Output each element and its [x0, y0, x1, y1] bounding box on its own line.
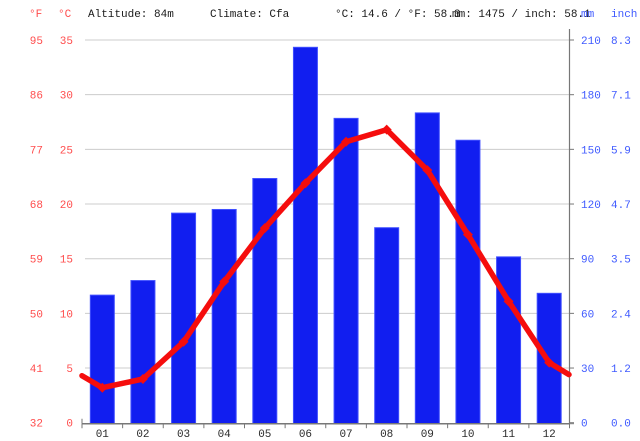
- right-axis-inch-tick: 2.4: [611, 309, 631, 321]
- left-axis-f-tick: 95: [30, 36, 43, 48]
- left-axis-f-tick: 86: [30, 91, 43, 103]
- temperature-marker-10: [462, 229, 473, 240]
- right-axis-inch-tick: 1.2: [611, 364, 631, 376]
- month-label-03: 03: [177, 429, 190, 441]
- right-axis-inch-tick: 3.5: [611, 255, 631, 267]
- left-axis-c-tick: 5: [66, 364, 73, 376]
- right-axis-inch-tick: 8.3: [611, 36, 631, 48]
- month-label-08: 08: [380, 429, 393, 441]
- precip-bar-06: [292, 46, 318, 425]
- annual-temperature-summary: °C: 14.6 / °F: 58.3: [335, 9, 461, 21]
- left-axis-f-tick: 50: [30, 309, 43, 321]
- precip-bar-03: [171, 212, 197, 425]
- left-axis-f-tick: 41: [30, 364, 44, 376]
- right-axis-mm-tick: 0: [581, 419, 588, 431]
- left-axis-c-tick: 35: [60, 36, 73, 48]
- month-label-10: 10: [461, 429, 474, 441]
- right-axis-mm-tick: 210: [581, 36, 601, 48]
- month-label-05: 05: [258, 429, 271, 441]
- annual-precipitation-summary: mm: 1475 / inch: 58.1: [452, 9, 591, 21]
- right-axis-mm-tick: 150: [581, 145, 601, 157]
- temperature-line: [79, 126, 572, 391]
- month-label-06: 06: [299, 429, 312, 441]
- precip-bar-08: [374, 227, 400, 425]
- left-axis-c-tick: 30: [60, 91, 73, 103]
- right-axis-mm-tick: 90: [581, 255, 594, 267]
- precip-bar-02: [130, 280, 156, 425]
- left-axis-c-tick: 0: [66, 419, 73, 431]
- right-axis-mm-tick: 180: [581, 91, 601, 103]
- left-axis-c-tick: 10: [60, 309, 73, 321]
- temperature-marker-08: [381, 124, 392, 135]
- mm-axis-unit-label: mm: [581, 9, 595, 21]
- temperature-marker-03: [178, 336, 189, 347]
- left-axis-c-tick: 15: [60, 255, 73, 267]
- altitude-label: Altitude: 84m: [88, 9, 174, 21]
- month-label-12: 12: [543, 429, 556, 441]
- precip-bar-04: [211, 208, 237, 425]
- fahrenheit-axis-unit-label: °F: [29, 9, 43, 21]
- temperature-marker-04: [219, 276, 230, 287]
- right-axis-inch-tick: 5.9: [611, 145, 631, 157]
- right-axis-mm-tick: 30: [581, 364, 594, 376]
- left-axis-c-tick: 25: [60, 145, 73, 157]
- right-axis-mm-tick: 60: [581, 309, 594, 321]
- month-label-11: 11: [502, 429, 516, 441]
- month-label-04: 04: [218, 429, 232, 441]
- left-axis-c-tick: 20: [60, 200, 73, 212]
- precip-bar-07: [333, 117, 359, 425]
- right-axis-inch-tick: 7.1: [611, 91, 631, 103]
- right-axis-inch-tick: 4.7: [611, 200, 631, 212]
- right-axis-inch-tick: 0.0: [611, 419, 631, 431]
- temperature-marker-11: [503, 296, 514, 307]
- left-axis-f-tick: 68: [30, 200, 43, 212]
- left-axis-f-tick: 59: [30, 255, 43, 267]
- temperature-marker-01: [97, 382, 108, 393]
- temperature-marker-06: [300, 178, 311, 189]
- month-label-02: 02: [136, 429, 149, 441]
- temperature-marker-02: [137, 373, 148, 384]
- temperature-marker-09: [422, 165, 433, 176]
- precip-bar-01: [89, 294, 115, 425]
- month-label-07: 07: [339, 429, 352, 441]
- inch-axis-unit-label: inch: [611, 9, 638, 21]
- climate-classification-label: Climate: Cfa: [210, 9, 290, 21]
- precip-bar-10: [455, 139, 481, 425]
- precip-bar-11: [496, 256, 522, 425]
- left-axis-f-tick: 77: [30, 145, 43, 157]
- temperature-marker-07: [341, 136, 352, 147]
- left-axis-f-tick: 32: [30, 419, 43, 431]
- celsius-axis-unit-label: °C: [58, 9, 72, 21]
- month-label-09: 09: [421, 429, 434, 441]
- month-label-01: 01: [96, 429, 110, 441]
- temperature-marker-05: [259, 223, 270, 234]
- temperature-marker-12: [544, 357, 555, 368]
- right-axis-mm-tick: 120: [581, 200, 601, 212]
